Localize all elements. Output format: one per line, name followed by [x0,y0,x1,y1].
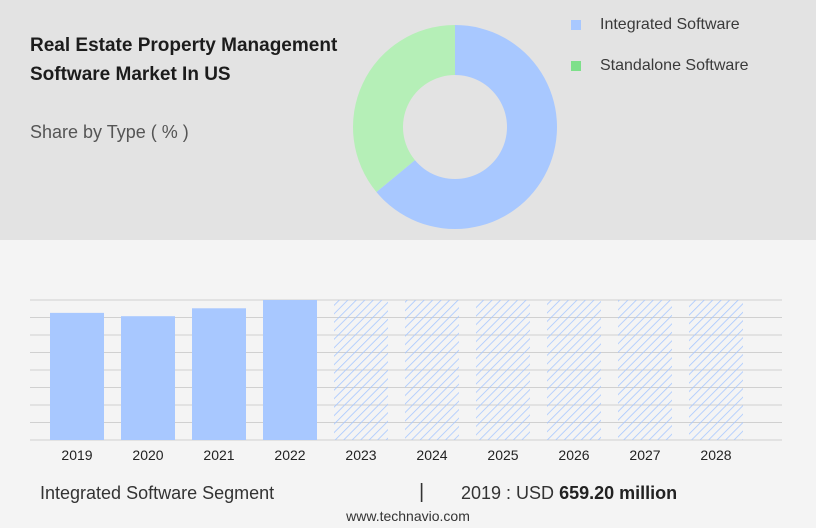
bar-2021[interactable] [192,308,246,440]
legend-item-standalone[interactable]: Standalone Software [568,54,749,78]
x-tick-label: 2026 [558,447,589,463]
donut-chart [352,25,558,230]
x-tick-label: 2021 [203,447,234,463]
x-tick-label: 2027 [629,447,660,463]
footer-year-label: 2019 : USD [461,483,555,503]
bar-2027[interactable] [618,300,672,440]
x-tick-label: 2024 [416,447,447,463]
donut-slice-1[interactable] [352,25,455,193]
source-link[interactable]: www.technavio.com [346,508,470,524]
legend-swatch-integrated [571,20,581,30]
legend-item-integrated[interactable]: Integrated Software [568,13,749,37]
bar-chart: 2019 2020 2021 2022 2023 2024 2025 2026 2027 2028 [30,299,782,463]
bar-2028[interactable] [689,300,743,440]
x-tick-label: 2025 [487,447,518,463]
x-tick-label: 2020 [132,447,163,463]
bar-2026[interactable] [547,300,601,440]
bar-2020[interactable] [121,316,175,440]
bar-2023[interactable] [334,300,388,440]
footer-value: 2019 : USD 659.20 million [461,483,677,504]
x-tick-label: 2023 [345,447,376,463]
chart-subtitle: Share by Type ( % ) [30,122,189,142]
x-tick-label: 2019 [61,447,92,463]
chart-title: Real Estate Property Management Software… [30,35,338,85]
bar-2022[interactable] [263,300,317,440]
footer-separator: | [419,481,425,503]
bar-2025[interactable] [476,300,530,440]
bar-2024[interactable] [405,300,459,440]
legend-label-standalone: Standalone Software [600,57,749,74]
legend-swatch-standalone [571,61,581,71]
legend: Integrated Software Standalone Software [568,13,749,95]
x-tick-label: 2028 [700,447,731,463]
legend-label-integrated: Integrated Software [600,16,740,33]
donut-slice-0[interactable] [376,25,558,230]
footer-segment: Integrated Software Segment [40,483,275,503]
bar-2019[interactable] [50,312,104,440]
footer-value-amount: 659.20 million [559,483,678,503]
x-tick-label: 2022 [274,447,305,463]
